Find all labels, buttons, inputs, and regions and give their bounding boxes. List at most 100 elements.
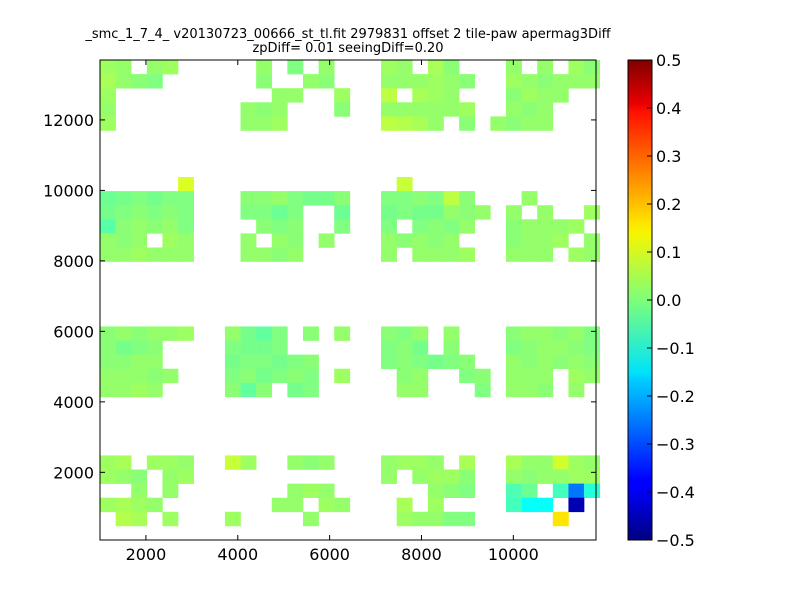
heatmap-cell — [412, 219, 429, 234]
heatmap-cell — [271, 102, 288, 117]
heatmap-cell — [224, 511, 241, 527]
heatmap-cell — [584, 60, 600, 75]
heatmap-cell — [584, 455, 600, 470]
heatmap-cell — [302, 455, 319, 470]
heatmap-cell — [412, 116, 429, 131]
heatmap-cell — [240, 191, 257, 206]
heatmap-cell — [552, 455, 569, 470]
heatmap-cell — [459, 483, 476, 499]
heatmap-cell — [131, 354, 148, 370]
y-axis: 2000 4000 6000 8000 10000 12000 — [43, 111, 596, 482]
heatmap-cell — [584, 340, 600, 355]
heatmap-cell — [115, 455, 132, 470]
heatmap-cell — [178, 233, 194, 248]
heatmap-cell — [131, 483, 148, 499]
heatmap-cell — [505, 455, 522, 470]
heatmap-cell — [427, 455, 444, 470]
heatmap-cell — [318, 455, 335, 470]
heatmap-cell — [443, 60, 460, 75]
heatmap-cell — [521, 455, 538, 470]
heatmap-cell — [271, 368, 288, 384]
heatmap-cell — [584, 483, 600, 499]
heatmap-cell — [381, 455, 397, 470]
heatmap-cell — [240, 455, 257, 470]
heatmap-cell — [505, 247, 522, 262]
heatmap-cell — [568, 354, 585, 370]
heatmap-cell — [427, 497, 444, 513]
heatmap-cell — [256, 368, 273, 384]
heatmap-cell — [537, 205, 554, 220]
heatmap-cell — [256, 247, 273, 262]
heatmap-cell — [568, 326, 585, 341]
heatmap-cell — [427, 354, 444, 370]
heatmap-cell — [412, 326, 429, 341]
heatmap-cell — [334, 205, 351, 220]
heatmap-cell — [240, 368, 257, 384]
heatmap-cell — [552, 469, 569, 484]
heatmap-cell — [131, 469, 148, 484]
heatmap-cell — [131, 219, 148, 234]
heatmap-cell — [459, 247, 476, 262]
heatmap-cell — [505, 326, 522, 341]
heatmap-cell — [427, 511, 444, 527]
x-tick-label: 6000 — [309, 545, 350, 564]
heatmap-cell — [302, 191, 319, 206]
heatmap-cells — [100, 60, 600, 527]
heatmap-cell — [256, 354, 273, 370]
heatmap-cell — [537, 102, 554, 117]
heatmap-cell — [459, 511, 476, 527]
heatmap-cell — [427, 60, 444, 75]
heatmap-cell — [302, 354, 319, 370]
heatmap-cell — [396, 116, 413, 131]
heatmap-cell — [521, 191, 538, 206]
heatmap-cell — [271, 354, 288, 370]
heatmap-cell — [240, 340, 257, 355]
heatmap-cell — [146, 455, 163, 470]
colorbar-tick-label: −0.3 — [656, 435, 695, 454]
heatmap-cell — [240, 116, 257, 131]
heatmap-cell — [287, 354, 304, 370]
heatmap-cell — [100, 469, 116, 484]
heatmap-cell — [287, 88, 304, 103]
heatmap-cell — [505, 382, 522, 398]
heatmap-cell — [256, 74, 273, 89]
heatmap-cell — [318, 483, 335, 499]
heatmap-cell — [427, 219, 444, 234]
heatmap-cell — [178, 205, 194, 220]
heatmap-cell — [256, 219, 273, 234]
heatmap-cell — [521, 74, 538, 89]
heatmap-cell — [459, 368, 476, 384]
heatmap-cell — [505, 483, 522, 499]
heatmap-cell — [334, 88, 351, 103]
heatmap-cell — [521, 247, 538, 262]
heatmap-cell — [256, 340, 273, 355]
heatmap-cell — [521, 340, 538, 355]
heatmap-cell — [287, 455, 304, 470]
heatmap-cell — [100, 74, 116, 89]
heatmap-cell — [100, 340, 116, 355]
heatmap-cell — [224, 455, 241, 470]
heatmap-cell — [537, 469, 554, 484]
heatmap-cell — [552, 483, 569, 499]
heatmap-cell — [474, 382, 491, 398]
heatmap-cell — [271, 205, 288, 220]
heatmap-cell — [381, 340, 397, 355]
heatmap-cell — [396, 511, 413, 527]
heatmap-cell — [552, 340, 569, 355]
heatmap-cell — [381, 205, 397, 220]
heatmap-cell — [146, 382, 163, 398]
heatmap-cell — [162, 483, 179, 499]
heatmap-cell — [100, 116, 116, 131]
heatmap-cell — [146, 497, 163, 513]
heatmap-cell — [537, 326, 554, 341]
heatmap-cell — [115, 497, 132, 513]
heatmap-cell — [318, 191, 335, 206]
heatmap-cell — [256, 326, 273, 341]
heatmap-cell — [396, 177, 413, 192]
heatmap-cell — [568, 455, 585, 470]
heatmap-cell — [584, 205, 600, 220]
heatmap-cell — [412, 354, 429, 370]
heatmap-cell — [568, 60, 585, 75]
y-tick-label: 2000 — [53, 463, 94, 482]
heatmap-cell — [568, 469, 585, 484]
